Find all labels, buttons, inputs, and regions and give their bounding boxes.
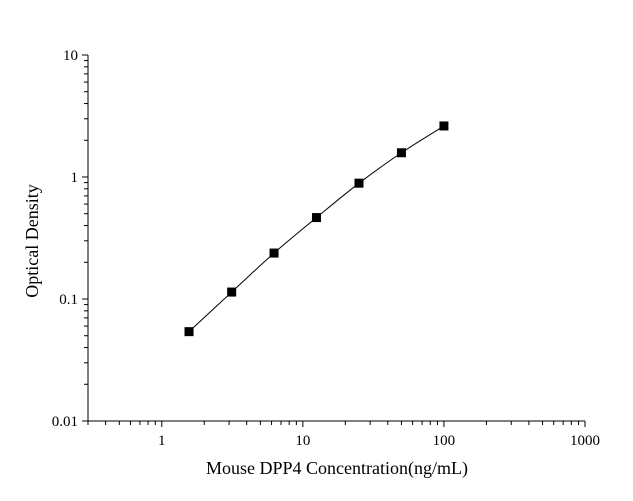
- data-point-marker: [439, 121, 449, 131]
- data-point-marker: [227, 287, 237, 297]
- data-point-marker: [354, 178, 364, 188]
- x-tick-label: 1000: [570, 433, 600, 449]
- x-tick-label: 1: [158, 433, 166, 449]
- data-point-marker: [269, 248, 279, 258]
- x-axis-ticks: 1 10 100 1000: [87, 421, 600, 449]
- data-point-markers: [184, 121, 449, 337]
- y-tick-label: 0.1: [59, 292, 78, 308]
- y-tick-label: 0.01: [52, 414, 78, 430]
- y-tick-label: 10: [63, 48, 78, 64]
- x-tick-label: 10: [295, 433, 310, 449]
- y-axis-title: Optical Density: [22, 184, 42, 297]
- data-point-marker: [312, 213, 322, 223]
- data-point-marker: [184, 327, 194, 337]
- x-axis-title: Mouse DPP4 Concentration(ng/mL): [206, 458, 468, 479]
- data-point-marker: [396, 148, 406, 158]
- y-axis-ticks: 0.01 0.1 1 10: [52, 48, 88, 430]
- y-tick-label: 1: [71, 170, 79, 186]
- plot-area: 1 10 100 1000 0.01 0.1 1 10: [52, 48, 600, 449]
- x-tick-label: 100: [433, 433, 456, 449]
